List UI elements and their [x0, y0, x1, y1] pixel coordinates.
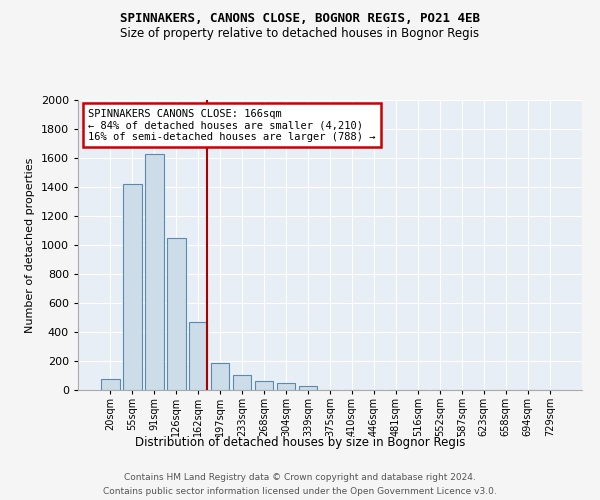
Text: SPINNAKERS, CANONS CLOSE, BOGNOR REGIS, PO21 4EB: SPINNAKERS, CANONS CLOSE, BOGNOR REGIS, …	[120, 12, 480, 26]
Text: SPINNAKERS CANONS CLOSE: 166sqm
← 84% of detached houses are smaller (4,210)
16%: SPINNAKERS CANONS CLOSE: 166sqm ← 84% of…	[88, 108, 376, 142]
Text: Size of property relative to detached houses in Bognor Regis: Size of property relative to detached ho…	[121, 28, 479, 40]
Text: Distribution of detached houses by size in Bognor Regis: Distribution of detached houses by size …	[135, 436, 465, 449]
Bar	[167, 238, 185, 390]
Bar	[101, 379, 119, 390]
Y-axis label: Number of detached properties: Number of detached properties	[25, 158, 35, 332]
Text: Contains HM Land Registry data © Crown copyright and database right 2024.: Contains HM Land Registry data © Crown c…	[124, 473, 476, 482]
Bar	[211, 363, 229, 390]
Bar	[255, 380, 274, 390]
Bar	[189, 322, 208, 390]
Bar	[299, 386, 317, 390]
Bar	[145, 154, 164, 390]
Bar	[233, 375, 251, 390]
Bar	[123, 184, 142, 390]
Text: Contains public sector information licensed under the Open Government Licence v3: Contains public sector information licen…	[103, 486, 497, 496]
Bar	[277, 384, 295, 390]
